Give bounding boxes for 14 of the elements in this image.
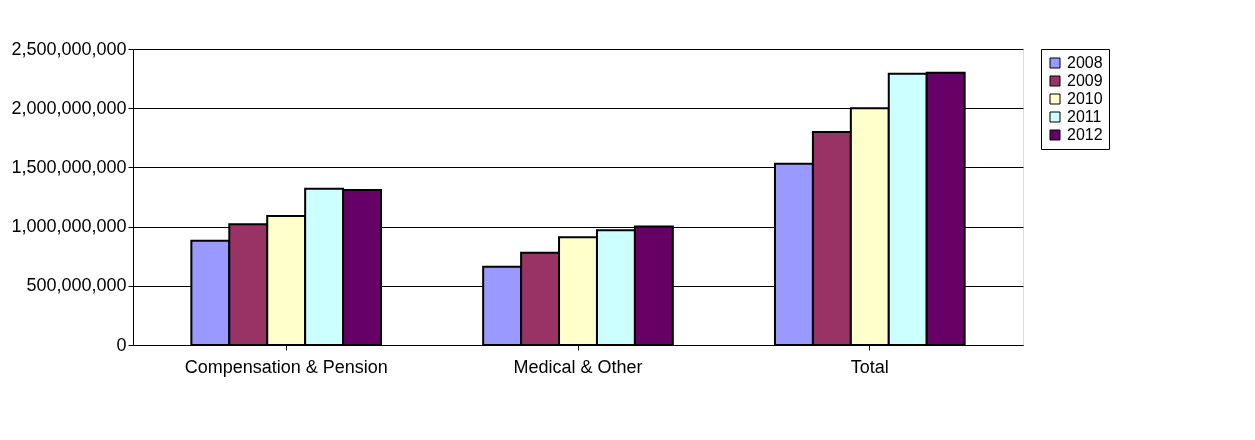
y-tick-label: 2,500,000,000 xyxy=(11,38,127,59)
x-tick-label: Medical & Other xyxy=(513,356,643,377)
y-tick-label: 1,500,000,000 xyxy=(11,156,127,177)
x-tick-label: Total xyxy=(850,356,889,377)
x-tick-label: Compensation & Pension xyxy=(184,356,388,377)
legend-label: 2010 xyxy=(1067,90,1103,107)
legend-label: 2009 xyxy=(1067,72,1103,89)
y-tick-label: 2,000,000,000 xyxy=(11,97,127,118)
y-tick-label: 500,000,000 xyxy=(26,275,127,296)
legend-label: 2008 xyxy=(1067,54,1103,71)
y-tick-label: 1,000,000,000 xyxy=(11,216,127,237)
y-tick-label: 0 xyxy=(116,334,127,355)
legend-label: 2011 xyxy=(1067,108,1102,125)
legend-label: 2012 xyxy=(1067,126,1103,143)
